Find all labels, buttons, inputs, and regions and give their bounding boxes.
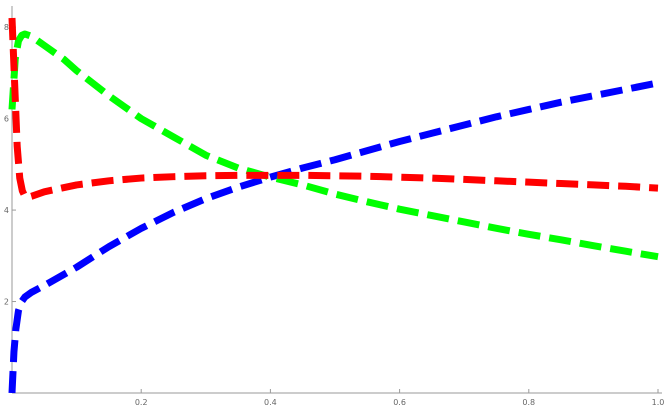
- y-tick-label: 6: [4, 115, 9, 124]
- x-tick-label: 0.6: [393, 398, 406, 407]
- tick-labels: 0.2 0.4 0.6 0.8 1.0 2 4 6 8: [4, 23, 664, 407]
- x-tick-label: 0.4: [264, 398, 277, 407]
- y-tick-label: 8: [4, 23, 9, 32]
- series-layer: [8, 17, 659, 394]
- series-line-green: [8, 30, 659, 261]
- axes: [11, 6, 662, 394]
- series-line-red: [8, 17, 659, 201]
- x-tick-label: 0.2: [135, 398, 148, 407]
- series-line-blue: [8, 79, 659, 394]
- x-tick-label: 0.8: [522, 398, 535, 407]
- y-tick-label: 4: [4, 206, 9, 215]
- y-tick-label: 2: [4, 298, 9, 307]
- x-tick-label: 1.0: [652, 398, 665, 407]
